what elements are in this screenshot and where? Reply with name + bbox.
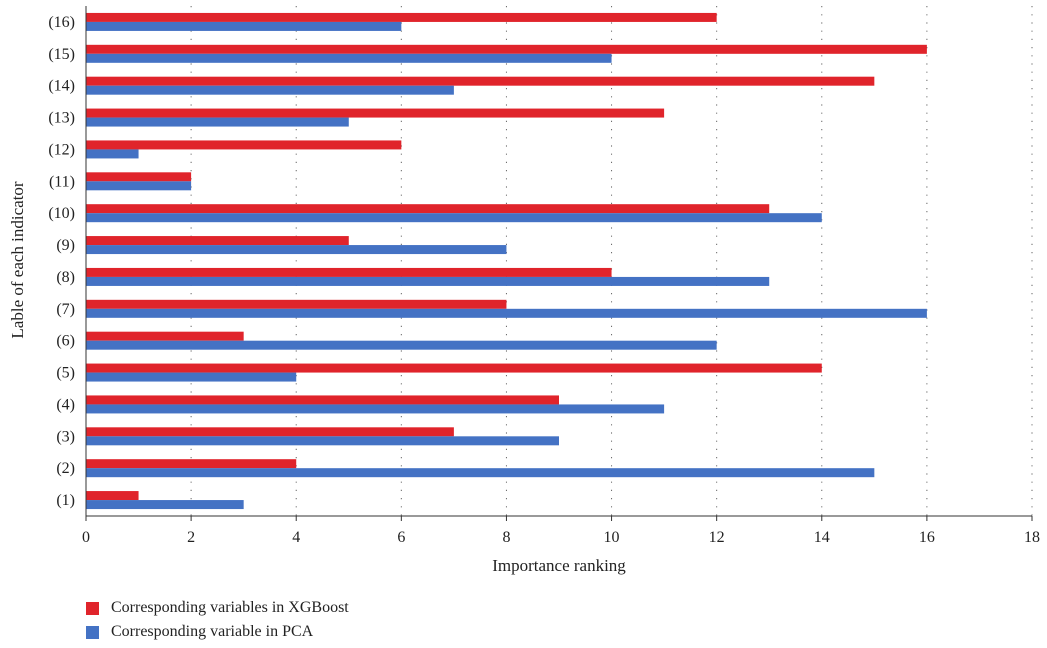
x-tick-label: 12 — [709, 529, 725, 546]
bar-pca — [86, 245, 507, 255]
y-tick-labels: (1) (2) (3) (4) (5) (6) (7) (8) (9) (10) (11) (12) (… — [48, 14, 75, 509]
y-tick-label: (1) — [56, 492, 75, 509]
y-tick-label: (8) — [56, 269, 75, 286]
y-tick-label: (7) — [56, 301, 75, 318]
x-tick-label: 2 — [187, 529, 195, 546]
bar-pca — [86, 149, 139, 159]
bar-pca — [86, 500, 244, 510]
bar-pca — [86, 372, 297, 382]
bar-pca — [86, 21, 402, 31]
x-axis-title: Importance ranking — [492, 556, 626, 575]
y-tick-label: (15) — [48, 46, 75, 63]
grid-lines — [190, 6, 1033, 516]
bar-xgboost — [86, 44, 927, 54]
bar-xgboost — [86, 363, 822, 373]
bar-pca — [86, 181, 192, 191]
x-tick-label: 0 — [82, 529, 90, 546]
x-tick-label: 18 — [1024, 529, 1040, 546]
bar-xgboost — [86, 108, 665, 118]
x-tick-label: 16 — [919, 529, 935, 546]
y-tick-label: (4) — [56, 396, 75, 413]
bars — [86, 12, 927, 510]
legend-swatch-xgboost — [86, 601, 99, 615]
x-tick-label: 6 — [397, 529, 405, 546]
legend-swatch-pca — [86, 625, 99, 639]
bar-xgboost — [86, 12, 717, 22]
bar-pca — [86, 276, 770, 286]
bar-xgboost — [86, 395, 559, 405]
legend-label-pca: Corresponding variable in PCA — [111, 623, 314, 640]
bar-xgboost — [86, 491, 139, 501]
bar-xgboost — [86, 140, 402, 150]
bar-pca — [86, 308, 927, 318]
y-tick-label: (14) — [48, 78, 75, 95]
legend-item-pca: Corresponding variable in PCA — [86, 620, 349, 644]
y-tick-label: (9) — [56, 237, 75, 254]
bar-xgboost — [86, 236, 349, 246]
x-tick-label: 10 — [604, 529, 620, 546]
y-tick-label: (12) — [48, 141, 75, 158]
y-tick-label: (10) — [48, 205, 75, 222]
y-tick-label: (2) — [56, 460, 75, 477]
y-tick-label: (6) — [56, 333, 75, 350]
y-axis-title: Lable of each indicator — [8, 181, 27, 339]
bar-chart: 0 2 4 6 8 10 12 14 16 18 (1) (2) (3) (4) (5) (6) (7) (8)… — [8, 6, 1040, 575]
bar-xgboost — [86, 172, 192, 182]
x-tick-label: 14 — [814, 529, 830, 546]
bar-pca — [86, 213, 822, 223]
bar-pca — [86, 404, 665, 414]
x-tick-label: 4 — [292, 529, 300, 546]
bar-pca — [86, 436, 559, 446]
bar-xgboost — [86, 459, 297, 469]
bar-pca — [86, 85, 454, 95]
bar-xgboost — [86, 299, 507, 309]
bar-xgboost — [86, 267, 612, 277]
bar-xgboost — [86, 204, 770, 214]
bar-pca — [86, 340, 717, 350]
y-tick-label: (11) — [49, 173, 75, 190]
bar-xgboost — [86, 427, 454, 437]
y-tick-label: (16) — [48, 14, 75, 31]
bar-pca — [86, 468, 875, 478]
axes — [85, 6, 1033, 521]
x-tick-labels: 0 2 4 6 8 10 12 14 16 18 — [82, 529, 1040, 546]
y-tick-label: (13) — [48, 110, 75, 127]
x-tick-label: 8 — [502, 529, 510, 546]
bar-pca — [86, 117, 349, 127]
legend: Corresponding variables in XGBoost Corre… — [86, 596, 349, 644]
bar-xgboost — [86, 76, 875, 86]
bar-pca — [86, 53, 612, 63]
bar-xgboost — [86, 331, 244, 341]
legend-label-xgboost: Corresponding variables in XGBoost — [111, 599, 349, 616]
legend-item-xgboost: Corresponding variables in XGBoost — [86, 596, 349, 620]
y-tick-label: (3) — [56, 428, 75, 445]
y-tick-label: (5) — [56, 365, 75, 382]
